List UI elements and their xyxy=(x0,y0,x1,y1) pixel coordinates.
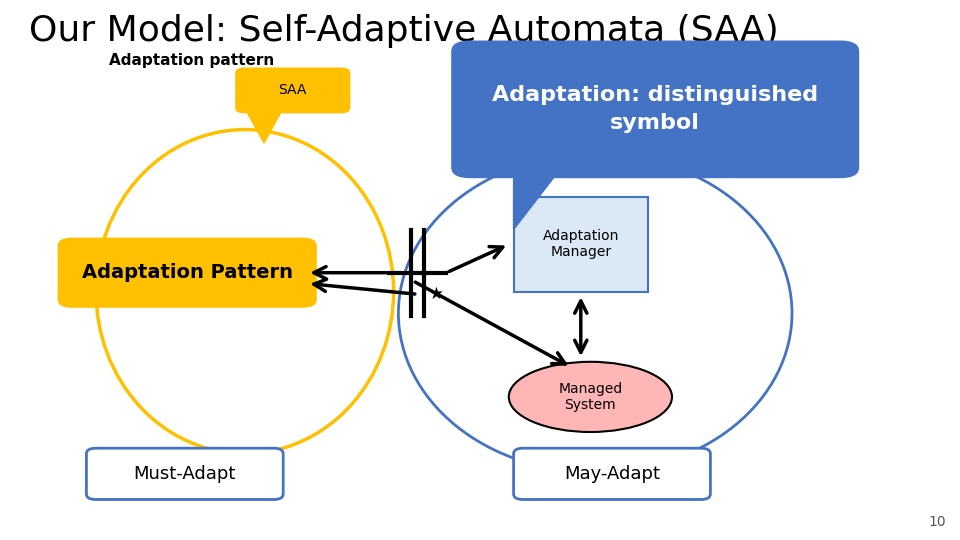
Polygon shape xyxy=(245,108,283,143)
Ellipse shape xyxy=(509,362,672,432)
Text: Our Model: Self-Adaptive Automata (SAA): Our Model: Self-Adaptive Automata (SAA) xyxy=(29,14,779,48)
Text: 10: 10 xyxy=(928,515,946,529)
Text: Adaptation
Manager: Adaptation Manager xyxy=(542,230,619,259)
Text: Must-Adapt: Must-Adapt xyxy=(133,465,236,483)
Text: Adaptation Pattern: Adaptation Pattern xyxy=(82,263,293,282)
FancyBboxPatch shape xyxy=(514,197,648,292)
FancyBboxPatch shape xyxy=(451,40,859,178)
Text: May-Adapt: May-Adapt xyxy=(564,465,660,483)
Polygon shape xyxy=(514,167,562,230)
FancyBboxPatch shape xyxy=(514,448,710,500)
Text: Managed
System: Managed System xyxy=(559,382,622,412)
Text: Adaptation pattern: Adaptation pattern xyxy=(109,52,275,68)
FancyBboxPatch shape xyxy=(235,68,350,113)
Text: Adaptation: distinguished
symbol: Adaptation: distinguished symbol xyxy=(492,85,818,133)
FancyBboxPatch shape xyxy=(86,448,283,500)
Text: ★: ★ xyxy=(429,285,444,303)
Text: SAA: SAA xyxy=(278,84,307,97)
FancyBboxPatch shape xyxy=(58,238,317,308)
